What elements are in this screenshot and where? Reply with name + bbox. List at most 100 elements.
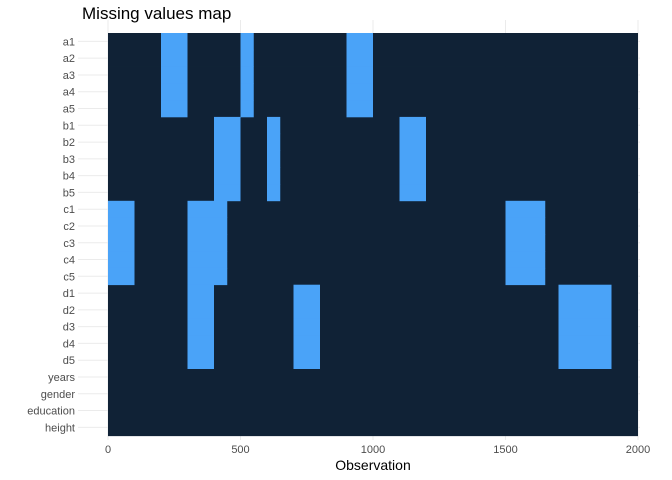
missing-cell-d5 xyxy=(293,351,320,369)
y-tick-label: years xyxy=(48,372,75,384)
x-axis-title: Observation xyxy=(335,457,410,473)
missing-cell-b1 xyxy=(399,116,426,135)
cell-row-d5 xyxy=(108,351,638,369)
missing-cell-c3 xyxy=(187,234,228,252)
missing-cell-a4 xyxy=(161,83,188,101)
cell-row-height xyxy=(108,418,638,437)
missing-cell-a4 xyxy=(346,83,373,101)
cell-row-education xyxy=(108,402,638,420)
y-tick-label: d3 xyxy=(63,322,75,334)
y-tick-label: a3 xyxy=(63,70,75,82)
y-tick-label: b5 xyxy=(63,187,75,199)
missing-cell-c4 xyxy=(505,251,546,269)
cell-row-b1 xyxy=(108,116,638,135)
missing-cell-d1 xyxy=(558,284,612,302)
y-tick-label: height xyxy=(45,422,75,434)
y-tick-label: d5 xyxy=(63,355,75,367)
missing-cell-d2 xyxy=(187,301,214,319)
chart-title: Missing values map xyxy=(82,4,232,23)
cell-row-d4 xyxy=(108,335,638,353)
missing-cell-c2 xyxy=(505,217,546,235)
missing-cell-b2 xyxy=(214,133,241,151)
y-tick-label: c3 xyxy=(63,238,75,250)
y-tick-label: a1 xyxy=(63,36,75,48)
cell-row-d3 xyxy=(108,318,638,336)
missing-cell-b5 xyxy=(267,184,281,202)
y-tick-label: b4 xyxy=(63,171,75,183)
missing-cell-a2 xyxy=(346,49,373,67)
missing-cell-a5 xyxy=(240,100,254,118)
x-tick-label: 1500 xyxy=(493,444,517,456)
missing-cell-c4 xyxy=(187,251,228,269)
x-tick-label: 0 xyxy=(105,444,111,456)
y-tick-label: c1 xyxy=(63,204,75,216)
y-tick-label: c5 xyxy=(63,271,75,283)
missing-cell-d5 xyxy=(558,351,612,369)
missing-cell-b3 xyxy=(267,150,281,168)
missing-cell-d3 xyxy=(187,318,214,336)
missing-cell-d1 xyxy=(187,284,214,302)
y-tick-labels: a1 a2 a3 a4 a5 b1 b2 b3 b4 b5 c1 c2 c3 c4 c5 d1 d2 d3 d4 d5… xyxy=(27,36,75,434)
missing-cell-c1 xyxy=(505,200,546,218)
missing-cell-a5 xyxy=(346,100,373,118)
missing-cell-c3 xyxy=(505,234,546,252)
missing-cell-a1 xyxy=(346,33,373,51)
y-tick-label: b3 xyxy=(63,154,75,166)
missing-cell-c1 xyxy=(187,200,228,218)
missing-cell-d5 xyxy=(187,351,214,369)
x-tick-label: 2000 xyxy=(626,444,650,456)
y-tick-label: d4 xyxy=(63,338,75,350)
missing-cell-a3 xyxy=(161,66,188,84)
missing-cell-b1 xyxy=(214,116,241,135)
missing-cell-b4 xyxy=(214,167,241,185)
heatmap-cells xyxy=(108,33,638,437)
y-tick-label: b2 xyxy=(63,137,75,149)
x-tick-label: 1000 xyxy=(361,444,385,456)
missing-cell-c2 xyxy=(108,217,135,235)
y-tick-label: gender xyxy=(41,389,76,401)
missing-cell-c5 xyxy=(505,267,546,286)
y-tick-label: education xyxy=(27,406,75,418)
cell-row-b3 xyxy=(108,150,638,168)
y-tick-label: c2 xyxy=(63,221,75,233)
missing-cell-d4 xyxy=(293,335,320,353)
missing-cell-a3 xyxy=(346,66,373,84)
missing-cell-c3 xyxy=(108,234,135,252)
missing-cell-a1 xyxy=(161,33,188,51)
missing-cell-d3 xyxy=(558,318,612,336)
cell-row-d1 xyxy=(108,284,638,302)
missing-cell-d2 xyxy=(293,301,320,319)
missing-cell-d4 xyxy=(187,335,214,353)
missing-cell-b3 xyxy=(214,150,241,168)
missing-cell-c5 xyxy=(187,267,228,286)
missing-cell-b2 xyxy=(399,133,426,151)
missing-cell-b5 xyxy=(399,184,426,202)
missing-cell-a2 xyxy=(161,49,188,67)
y-tick-label: a5 xyxy=(63,104,75,116)
missing-cell-b3 xyxy=(399,150,426,168)
missing-cell-b5 xyxy=(214,184,241,202)
y-tick-label: d2 xyxy=(63,305,75,317)
y-tick-label: c4 xyxy=(63,255,75,267)
y-tick-label: d1 xyxy=(63,288,75,300)
cell-row-b5 xyxy=(108,184,638,202)
missing-cell-b1 xyxy=(267,116,281,135)
missing-cell-b4 xyxy=(399,167,426,185)
cell-row-gender xyxy=(108,385,638,403)
missing-cell-a5 xyxy=(161,100,188,118)
missing-cell-d1 xyxy=(293,284,320,302)
x-tick-labels: 0 500 1000 1500 2000 xyxy=(105,444,650,456)
missing-cell-a3 xyxy=(240,66,254,84)
x-tick-label: 500 xyxy=(231,444,249,456)
cell-row-b2 xyxy=(108,133,638,151)
y-tick-label: a2 xyxy=(63,53,75,65)
missing-cell-c1 xyxy=(108,200,135,218)
cell-row-years xyxy=(108,368,638,386)
missing-cell-a4 xyxy=(240,83,254,101)
missing-cell-b2 xyxy=(267,133,281,151)
missing-cell-c4 xyxy=(108,251,135,269)
missing-cell-c2 xyxy=(187,217,228,235)
y-tick-label: b1 xyxy=(63,120,75,132)
cell-row-b4 xyxy=(108,167,638,185)
